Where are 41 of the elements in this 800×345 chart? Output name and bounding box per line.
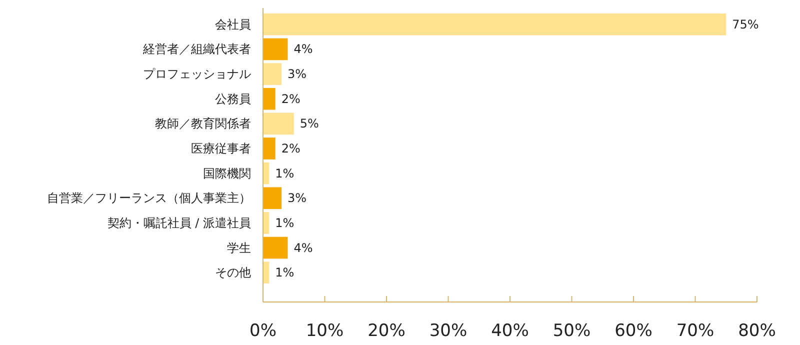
data-label: 4% [294, 42, 313, 56]
data-label: 1% [275, 216, 294, 230]
bar [263, 13, 726, 36]
bar [263, 212, 270, 234]
data-label: 5% [300, 116, 319, 131]
data-label: 2% [281, 142, 300, 156]
bar [263, 88, 276, 110]
y-tick-label: 医療従事者 [191, 142, 251, 156]
x-tick-label: 0% [250, 321, 276, 341]
data-label: 1% [275, 166, 294, 180]
y-tick-label: 契約・嘱託社員 / 派遣社員 [107, 216, 251, 230]
bar [263, 63, 282, 85]
y-tick-label: プロフェッショナル [143, 67, 251, 82]
y-tick-label: 教師／教育関係者 [155, 116, 251, 131]
x-tick-label: 30% [429, 321, 468, 341]
data-label: 3% [288, 191, 307, 206]
bar [263, 187, 282, 210]
data-label: 4% [294, 240, 313, 255]
x-tick-label: 50% [552, 321, 591, 341]
bar [263, 112, 294, 135]
y-tick-label: 経営者／組織代表者 [142, 42, 251, 56]
x-tick-label: 70% [676, 321, 714, 341]
bar [263, 236, 288, 259]
y-tick-label: 会社員 [215, 17, 251, 32]
y-tick-label: その他 [215, 266, 251, 280]
x-tick-label: 40% [491, 321, 529, 341]
data-label: 2% [281, 92, 300, 106]
data-label: 3% [288, 67, 307, 82]
x-tick-label: 80% [738, 321, 776, 341]
data-label: 1% [275, 266, 294, 280]
bar [263, 138, 276, 160]
x-tick-label: 20% [368, 321, 406, 341]
y-tick-label: 公務員 [215, 92, 251, 106]
y-tick-label: 学生 [227, 240, 251, 255]
data-label: 75% [732, 17, 759, 32]
bar [263, 262, 270, 284]
x-tick-label: 10% [306, 321, 344, 341]
y-tick-label: 自営業／フリーランス（個人事業主） [47, 191, 251, 206]
x-tick-label: 60% [614, 321, 652, 341]
y-tick-label: 国際機関 [203, 166, 251, 180]
bar [263, 38, 288, 60]
